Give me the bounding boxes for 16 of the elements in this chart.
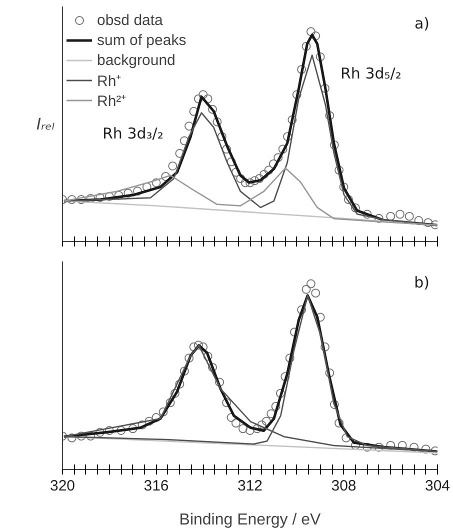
annotation: Rh 3d₅/₂: [340, 64, 402, 82]
legend-label: background: [97, 52, 176, 68]
x-tick-label: 304: [424, 478, 450, 494]
x-tick-label: 316: [144, 478, 169, 494]
legend-label: Rh²⁺: [97, 92, 126, 110]
x-axis-title: Binding Energy / eV: [179, 512, 322, 528]
x-tick-label: 320: [50, 478, 76, 494]
legend-label: Rh⁺: [97, 72, 122, 90]
annotation: a): [414, 14, 430, 32]
legend-label: sum of peaks: [97, 32, 186, 48]
annotation: b): [414, 274, 430, 292]
x-tick-label: 312: [237, 478, 263, 494]
annotation: Rh 3d₃/₂: [102, 124, 164, 142]
x-tick-label: 308: [331, 478, 356, 494]
y-axis-title: Iᵣₑₗ: [36, 114, 55, 134]
legend-label: obsd data: [97, 12, 163, 28]
